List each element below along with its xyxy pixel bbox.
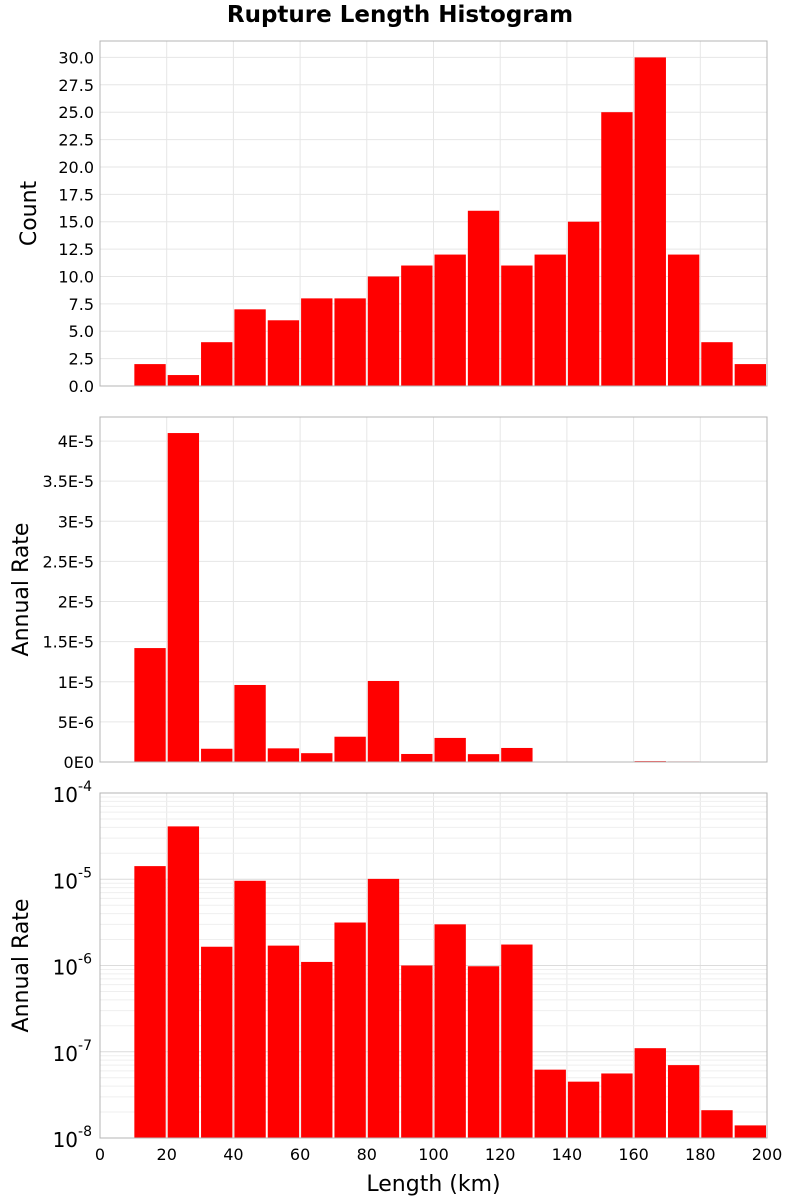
y-tick-label: 30.0 [58, 48, 94, 67]
y-tick-label: 4E-5 [58, 432, 94, 451]
rate-log-bar [567, 1081, 600, 1138]
count-bar [734, 364, 766, 386]
count-bar [134, 364, 166, 386]
rate-log-bar [301, 961, 333, 1138]
y-tick-label: 27.5 [58, 76, 94, 95]
y-tick-label: 1E-5 [58, 673, 94, 692]
y-tick-label: 10-7 [53, 1038, 92, 1066]
y-tick-label: 2.5 [69, 350, 94, 369]
x-tick-label: 140 [552, 1145, 583, 1164]
rate-log-bar [234, 880, 266, 1138]
rate-log-bar [601, 1073, 633, 1138]
x-tick-label: 0 [95, 1145, 105, 1164]
y-tick-label: 5E-6 [58, 713, 94, 732]
y-tick-label: 10-8 [53, 1124, 92, 1152]
rate-log-y-axis-label: Annual Rate [9, 899, 34, 1033]
rate-linear-bar [334, 736, 366, 762]
rate-log-bar [134, 866, 166, 1138]
rate-log-bar [734, 1125, 766, 1138]
count-bar [567, 221, 600, 386]
count-bar [701, 342, 733, 386]
y-tick-label: 22.5 [58, 131, 94, 150]
y-tick-label: 10-5 [53, 865, 92, 893]
x-tick-label: 80 [357, 1145, 377, 1164]
y-tick-label: 2E-5 [58, 593, 94, 612]
rate-linear-bar [401, 753, 433, 762]
count-y-axis-label: Count [17, 180, 42, 246]
chart-title: Rupture Length Histogram [226, 2, 574, 28]
rate-linear-bar [301, 753, 333, 762]
y-tick-label: 0E0 [64, 753, 94, 772]
x-tick-label: 40 [223, 1145, 243, 1164]
x-tick-label: 160 [618, 1145, 649, 1164]
y-tick-label: 17.5 [58, 185, 94, 204]
count-bar [634, 57, 666, 387]
rate-linear-plot-frame [99, 416, 768, 763]
rate-linear-bar [134, 648, 166, 762]
rate-linear-bar [434, 737, 466, 762]
rate-log-bar [534, 1069, 566, 1138]
x-tick-label: 20 [157, 1145, 177, 1164]
x-axis-label: Length (km) [366, 1172, 500, 1197]
count-bar [467, 210, 500, 386]
y-tick-label: 10.0 [58, 267, 94, 286]
rate-log-bar [501, 944, 533, 1138]
count-bar [234, 309, 266, 386]
y-tick-label: 12.5 [58, 240, 94, 259]
y-tick-label: 15.0 [58, 213, 94, 232]
y-tick-label: 25.0 [58, 103, 94, 122]
rate-linear-bar [234, 684, 266, 762]
y-tick-label: 2.5E-5 [42, 552, 94, 571]
rate-log-bar [667, 1065, 700, 1138]
rate-log-plot-frame [99, 792, 768, 1139]
count-bar [167, 375, 200, 386]
count-bar [334, 298, 366, 386]
count-bar [601, 112, 633, 386]
count-bar [501, 265, 533, 386]
rate-log-bar [201, 946, 233, 1138]
count-bar [201, 342, 233, 386]
rate-linear-bar [467, 754, 500, 762]
y-tick-label: 10-6 [53, 952, 93, 980]
y-tick-label: 20.0 [58, 158, 94, 177]
y-tick-label: 7.5 [69, 295, 94, 314]
count-bar [434, 254, 466, 386]
rate-log-bar [267, 945, 300, 1138]
x-tick-label: 200 [752, 1145, 783, 1164]
count-bar [401, 265, 433, 386]
rate-linear-bar [501, 747, 533, 762]
y-tick-label: 1.5E-5 [42, 633, 94, 652]
y-tick-label: 3E-5 [58, 512, 94, 531]
rate-log-bar [701, 1110, 733, 1138]
rate-log-bar [167, 826, 200, 1138]
rate-log-bar [334, 922, 366, 1138]
x-tick-label: 120 [485, 1145, 516, 1164]
x-tick-label: 100 [418, 1145, 449, 1164]
count-bar [301, 298, 333, 386]
count-bar [667, 254, 700, 386]
x-tick-label: 60 [290, 1145, 310, 1164]
x-tick-label: 180 [685, 1145, 716, 1164]
rate-log-bar [434, 924, 466, 1138]
rate-linear-y-axis-label: Annual Rate [9, 523, 34, 657]
count-plot-frame [99, 40, 768, 387]
rate-linear-bar [267, 748, 300, 762]
y-tick-label: 10-4 [53, 779, 93, 807]
rate-linear-bar [167, 433, 200, 762]
count-bar [267, 320, 300, 386]
y-tick-label: 5.0 [69, 322, 94, 341]
rate-linear-bar [201, 748, 233, 762]
count-bar [367, 276, 400, 386]
rate-log-bar [367, 878, 400, 1138]
y-tick-label: 0.0 [69, 377, 94, 396]
rate-log-bar [467, 966, 500, 1138]
rate-log-bar [634, 1048, 666, 1138]
rate-linear-bar [367, 680, 400, 762]
y-tick-label: 3.5E-5 [42, 472, 94, 491]
rate-log-bar [401, 965, 433, 1138]
count-bar [534, 254, 566, 386]
